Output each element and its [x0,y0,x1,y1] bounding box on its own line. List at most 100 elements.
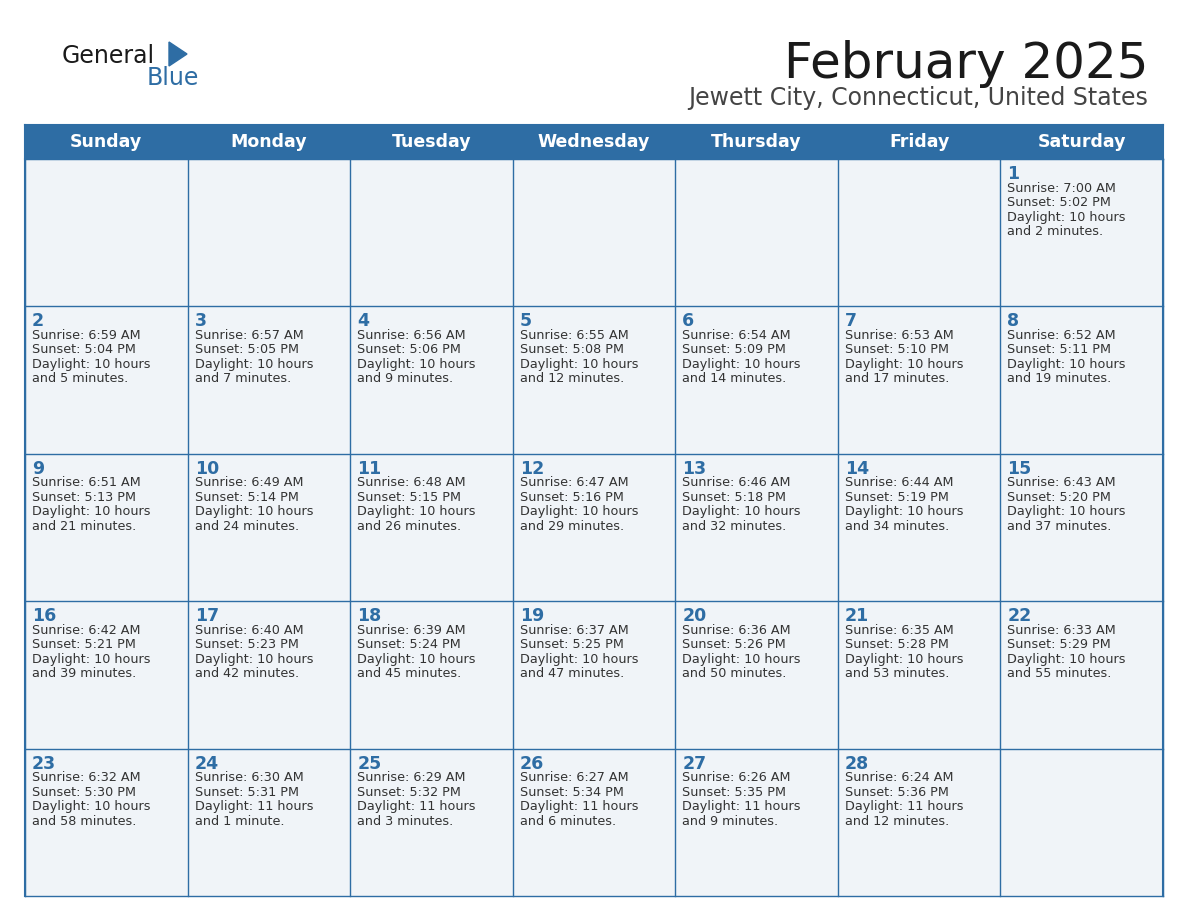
Text: Sunrise: 7:00 AM: Sunrise: 7:00 AM [1007,182,1117,195]
Text: Sunrise: 6:39 AM: Sunrise: 6:39 AM [358,623,466,637]
Text: Sunset: 5:34 PM: Sunset: 5:34 PM [519,786,624,799]
Text: 14: 14 [845,460,868,477]
Text: 18: 18 [358,607,381,625]
Text: and 45 minutes.: and 45 minutes. [358,667,461,680]
Text: Sunset: 5:30 PM: Sunset: 5:30 PM [32,786,135,799]
Text: and 47 minutes.: and 47 minutes. [519,667,624,680]
Text: Daylight: 10 hours: Daylight: 10 hours [1007,358,1126,371]
Text: 9: 9 [32,460,44,477]
Text: Sunday: Sunday [70,133,143,151]
Text: Sunrise: 6:24 AM: Sunrise: 6:24 AM [845,771,953,784]
Text: Sunrise: 6:40 AM: Sunrise: 6:40 AM [195,623,303,637]
Text: and 39 minutes.: and 39 minutes. [32,667,137,680]
Text: 27: 27 [682,755,707,773]
Text: Sunrise: 6:53 AM: Sunrise: 6:53 AM [845,329,954,341]
Text: and 42 minutes.: and 42 minutes. [195,667,298,680]
Text: 6: 6 [682,312,695,330]
Text: 4: 4 [358,312,369,330]
Text: Daylight: 10 hours: Daylight: 10 hours [845,505,963,519]
Text: Sunrise: 6:30 AM: Sunrise: 6:30 AM [195,771,303,784]
Text: Daylight: 11 hours: Daylight: 11 hours [519,800,638,813]
Text: Daylight: 10 hours: Daylight: 10 hours [358,358,475,371]
Text: 23: 23 [32,755,56,773]
Text: Sunrise: 6:44 AM: Sunrise: 6:44 AM [845,476,953,489]
Text: Daylight: 10 hours: Daylight: 10 hours [1007,505,1126,519]
Text: and 9 minutes.: and 9 minutes. [682,814,778,828]
Text: Sunset: 5:32 PM: Sunset: 5:32 PM [358,786,461,799]
Text: Sunrise: 6:33 AM: Sunrise: 6:33 AM [1007,623,1117,637]
Text: Tuesday: Tuesday [392,133,472,151]
Bar [25,601,1163,748]
Text: Daylight: 10 hours: Daylight: 10 hours [195,358,314,371]
Text: Blue: Blue [147,66,200,90]
Text: Thursday: Thursday [712,133,802,151]
Text: Sunset: 5:23 PM: Sunset: 5:23 PM [195,638,298,651]
Text: 20: 20 [682,607,707,625]
Text: Sunrise: 6:48 AM: Sunrise: 6:48 AM [358,476,466,489]
Text: and 6 minutes.: and 6 minutes. [519,814,615,828]
Text: Daylight: 10 hours: Daylight: 10 hours [682,358,801,371]
Text: Daylight: 10 hours: Daylight: 10 hours [32,505,151,519]
Text: Sunset: 5:20 PM: Sunset: 5:20 PM [1007,491,1111,504]
Text: Sunset: 5:10 PM: Sunset: 5:10 PM [845,343,949,356]
Text: Daylight: 10 hours: Daylight: 10 hours [845,358,963,371]
Text: 2: 2 [32,312,44,330]
Text: and 32 minutes.: and 32 minutes. [682,520,786,532]
Text: 19: 19 [519,607,544,625]
Text: Jewett City, Connecticut, United States: Jewett City, Connecticut, United States [688,86,1148,110]
Text: 1: 1 [1007,165,1019,183]
Text: and 55 minutes.: and 55 minutes. [1007,667,1112,680]
Text: Sunset: 5:11 PM: Sunset: 5:11 PM [1007,343,1112,356]
Text: Sunrise: 6:27 AM: Sunrise: 6:27 AM [519,771,628,784]
Text: and 17 minutes.: and 17 minutes. [845,373,949,386]
Text: Sunset: 5:05 PM: Sunset: 5:05 PM [195,343,298,356]
Text: and 58 minutes.: and 58 minutes. [32,814,137,828]
Text: and 7 minutes.: and 7 minutes. [195,373,291,386]
Text: Sunrise: 6:59 AM: Sunrise: 6:59 AM [32,329,140,341]
Text: Sunrise: 6:42 AM: Sunrise: 6:42 AM [32,623,140,637]
Text: Daylight: 11 hours: Daylight: 11 hours [195,800,314,813]
Text: Daylight: 10 hours: Daylight: 10 hours [358,505,475,519]
Text: and 34 minutes.: and 34 minutes. [845,520,949,532]
Text: and 5 minutes.: and 5 minutes. [32,373,128,386]
Text: Sunrise: 6:51 AM: Sunrise: 6:51 AM [32,476,140,489]
Text: 16: 16 [32,607,56,625]
Text: Sunset: 5:04 PM: Sunset: 5:04 PM [32,343,135,356]
Text: Daylight: 10 hours: Daylight: 10 hours [32,800,151,813]
Text: Sunrise: 6:52 AM: Sunrise: 6:52 AM [1007,329,1116,341]
Text: Sunrise: 6:46 AM: Sunrise: 6:46 AM [682,476,791,489]
Text: Sunset: 5:28 PM: Sunset: 5:28 PM [845,638,949,651]
Text: Daylight: 11 hours: Daylight: 11 hours [682,800,801,813]
Text: Sunset: 5:13 PM: Sunset: 5:13 PM [32,491,135,504]
Text: Sunrise: 6:26 AM: Sunrise: 6:26 AM [682,771,791,784]
Text: and 1 minute.: and 1 minute. [195,814,284,828]
Text: General: General [62,44,156,68]
Text: Sunset: 5:06 PM: Sunset: 5:06 PM [358,343,461,356]
Text: Daylight: 11 hours: Daylight: 11 hours [358,800,475,813]
Text: Sunset: 5:31 PM: Sunset: 5:31 PM [195,786,298,799]
Text: Friday: Friday [889,133,949,151]
Bar [25,453,1163,601]
Text: Sunset: 5:15 PM: Sunset: 5:15 PM [358,491,461,504]
Text: Sunset: 5:19 PM: Sunset: 5:19 PM [845,491,949,504]
Text: and 9 minutes.: and 9 minutes. [358,373,454,386]
Text: Sunset: 5:21 PM: Sunset: 5:21 PM [32,638,135,651]
Text: Sunset: 5:24 PM: Sunset: 5:24 PM [358,638,461,651]
Text: Daylight: 10 hours: Daylight: 10 hours [32,653,151,666]
Text: and 37 minutes.: and 37 minutes. [1007,520,1112,532]
Text: Daylight: 10 hours: Daylight: 10 hours [682,505,801,519]
Bar [25,125,1163,159]
Polygon shape [169,42,187,66]
Text: Sunset: 5:26 PM: Sunset: 5:26 PM [682,638,786,651]
Text: 26: 26 [519,755,544,773]
Text: Sunset: 5:36 PM: Sunset: 5:36 PM [845,786,949,799]
Text: Saturday: Saturday [1037,133,1126,151]
Text: Daylight: 10 hours: Daylight: 10 hours [519,653,638,666]
Text: 22: 22 [1007,607,1031,625]
Text: and 26 minutes.: and 26 minutes. [358,520,461,532]
Text: Daylight: 10 hours: Daylight: 10 hours [195,653,314,666]
Text: Monday: Monday [230,133,308,151]
Text: Sunrise: 6:56 AM: Sunrise: 6:56 AM [358,329,466,341]
Text: and 2 minutes.: and 2 minutes. [1007,225,1104,238]
Text: Sunset: 5:18 PM: Sunset: 5:18 PM [682,491,786,504]
